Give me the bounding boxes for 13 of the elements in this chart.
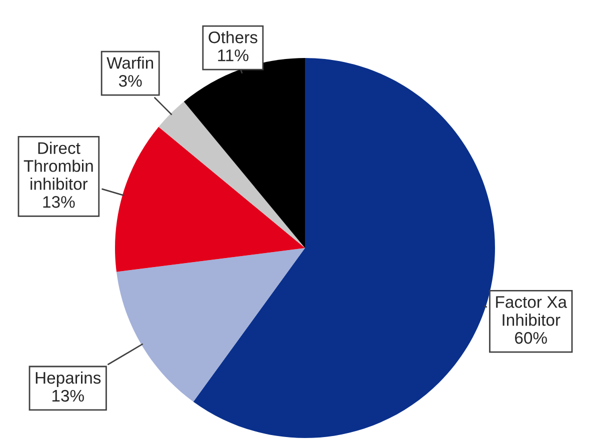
pie-slice	[115, 126, 305, 272]
data-label: 11%	[218, 50, 248, 62]
pie-slice	[116, 248, 305, 402]
data-label: 60%	[515, 332, 547, 344]
pie-slice	[158, 102, 305, 248]
slice-label: Warfin	[106, 56, 154, 69]
data-label: 13%	[43, 196, 75, 208]
data-label: 3%	[118, 74, 142, 87]
slice-label: Direct Thrombin inhibitor	[24, 142, 93, 190]
slice-label: Factor Xa Inhibitor	[496, 296, 567, 326]
data-label: 13%	[52, 390, 84, 402]
slice-label: Others	[208, 31, 258, 44]
slice-label: Heparins	[36, 371, 101, 388]
